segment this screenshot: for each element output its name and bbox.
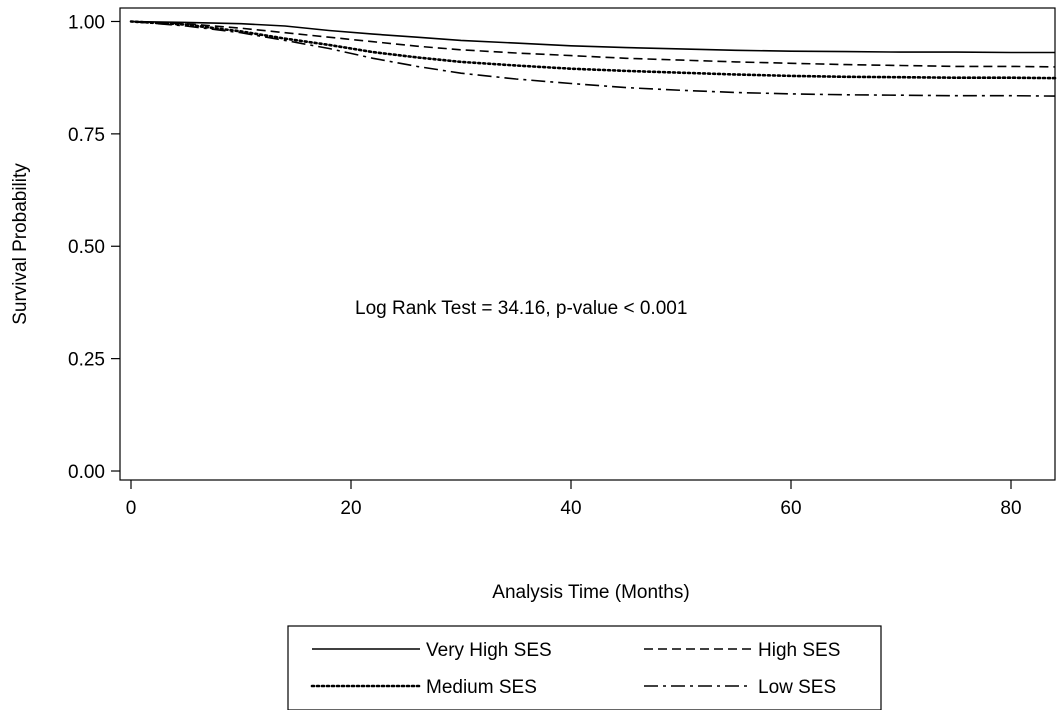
y-tick-label: 1.00 bbox=[68, 12, 105, 33]
series-lines bbox=[129, 20, 1057, 97]
series-line-very-high-ses bbox=[130, 20, 1055, 54]
x-tick-label: 40 bbox=[560, 498, 581, 519]
y-tick-label: 0.25 bbox=[68, 350, 105, 371]
x-axis-ticks: 0 20 40 60 80 bbox=[126, 480, 1022, 519]
series-line-medium-ses bbox=[129, 20, 1057, 80]
x-tick-label: 60 bbox=[780, 498, 801, 519]
plot-frame bbox=[119, 7, 1056, 481]
log-rank-annotation: Log Rank Test = 34.16, p-value < 0.001 bbox=[355, 298, 687, 319]
axes bbox=[119, 7, 1056, 481]
legend-label-medium-ses: Medium SES bbox=[426, 677, 537, 698]
x-axis-title: Analysis Time (Months) bbox=[492, 582, 689, 603]
legend: Very High SES High SES Medium SES Low SES bbox=[287, 625, 882, 710]
legend-label-very-high-ses: Very High SES bbox=[426, 640, 552, 661]
y-tick-label: 0.50 bbox=[68, 237, 105, 258]
legend-frame bbox=[287, 625, 882, 710]
x-tick-label: 0 bbox=[126, 498, 137, 519]
y-axis-title: Survival Probability bbox=[10, 163, 31, 325]
x-tick-label: 20 bbox=[340, 498, 361, 519]
y-tick-label: 0.00 bbox=[68, 462, 105, 483]
x-tick-label: 80 bbox=[1000, 498, 1021, 519]
legend-label-high-ses: High SES bbox=[758, 640, 840, 661]
y-axis-ticks: 0.00 0.25 0.50 0.75 1.00 bbox=[68, 12, 120, 483]
y-tick-label: 0.75 bbox=[68, 125, 105, 146]
series-line-low-ses bbox=[130, 20, 1056, 97]
series-line-high-ses bbox=[130, 20, 1056, 68]
legend-label-low-ses: Low SES bbox=[758, 677, 836, 698]
